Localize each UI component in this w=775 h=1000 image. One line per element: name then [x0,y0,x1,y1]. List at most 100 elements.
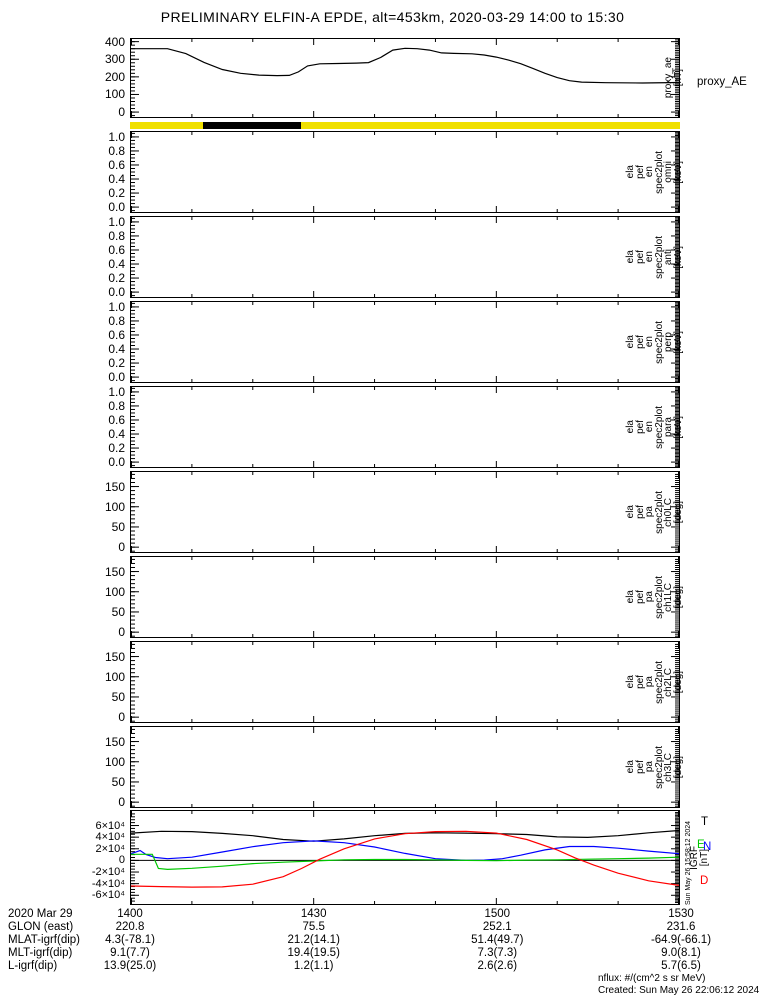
ylabel-line: [deg] [672,585,684,609]
y-tick-label: 0.2 [108,186,125,201]
panel-ylabel-en_perp: ela pef en spec2plot perp [keV] [625,301,684,383]
var-label-row-3: MLT-igrf(dip) [8,947,73,959]
y-tick-label: 0.4 [108,427,125,442]
y-tick-label: 0.8 [108,228,125,243]
panel-canvas-proxy_ae [131,39,679,117]
created-timestamp: Created: Sun May 26 22:06:12 2024 [598,985,760,996]
y-tick-label: 2×10⁴ [95,842,125,855]
series-N [131,840,679,862]
fast-bar-segment [203,122,302,129]
y-tick-label: 1.0 [108,214,125,229]
y-tick-label: 0.6 [108,412,125,427]
panel-canvas-pa_ch0lc [131,472,679,552]
panel-ylabel-en_omni: ela pef en spec2plot omni [keV] [625,131,684,213]
series-T [131,829,679,842]
y-tick-label: 100 [104,499,125,514]
var-value: 5.7(6.5) [661,960,701,972]
var-value: 19.4(19.5) [287,947,340,959]
panel-proxy_ae [130,38,680,118]
var-value: 7.3(7.3) [477,947,518,959]
var-value: 1500 [484,908,511,920]
panel-canvas-pa_ch2lc [131,642,679,722]
y-tick-label: 0.0 [108,455,125,470]
var-value: 2.6(2.6) [477,960,518,972]
series-D [131,830,679,888]
var-label-row-1: GLON (east) [8,921,74,933]
line-label-D: D [700,875,709,887]
y-tick-label: 150 [104,564,125,579]
ylabel-line: [nT] [672,69,684,87]
line-label-N: N [703,841,712,853]
panel-pa_ch2lc [130,641,680,723]
y-tick-label: 0.8 [108,313,125,328]
panel-en_anti [130,216,680,298]
y-tick-label: 200 [104,69,125,84]
series-proxy_AE [131,47,679,84]
var-value: -64.9(-66.1) [650,934,712,946]
var-value: 13.9(25.0) [103,960,157,972]
panel-canvas-en_omni [131,132,679,212]
y-tick-label: 0 [118,795,125,810]
panel-pa_ch3lc [130,726,680,808]
panel-en_omni [130,131,680,213]
y-tick-label: 0 [118,540,125,555]
panel-ylabel-pa_ch3lc: ela pef pa spec2plot ch3LC [deg] [625,726,684,808]
y-tick-label: 150 [104,649,125,664]
panel-canvas-en_anti [131,217,679,297]
var-value: 1530 [668,908,694,920]
ylabel-line: [keV] [672,160,684,184]
y-tick-label: 50 [111,774,125,789]
ylabel-line: [deg] [672,500,684,524]
series-E [131,853,679,871]
y-tick-label: 100 [104,754,125,769]
var-label-row-0: 2020 Mar 29 [8,908,73,920]
var-label-row-2: MLAT-igrf(dip) [8,934,80,946]
ylabel-line: [keV] [672,330,684,354]
y-tick-label: 400 [104,34,125,49]
y-tick-label: 1.0 [108,299,125,314]
var-value: 21.2(14.1) [287,934,340,946]
y-tick-label: 0 [118,854,125,867]
line-label-T: T [701,816,709,828]
panel-en_perp [130,301,680,383]
panel-canvas-igrf [131,811,679,904]
panel-igrf [130,810,680,905]
y-tick-label: 0.4 [108,172,125,187]
panel-ylabel-pa_ch1lc: ela pef pa spec2plot ch1LC [deg] [625,556,684,638]
panel-canvas-en_para [131,387,679,467]
var-value: 9.0(8.1) [661,947,701,959]
panel-en_para [130,386,680,468]
y-tick-label: -6×10⁴ [91,889,125,902]
y-tick-label: 100 [104,87,125,102]
var-value: 231.6 [666,921,696,933]
y-tick-label: 0 [118,105,125,120]
nflux-units-note: nflux: #/(cm^2 s sr MeV) [598,973,706,984]
page-title: PRELIMINARY ELFIN-A EPDE, alt=453km, 202… [160,9,625,25]
line-label-proxy_AE: proxy_AE [697,76,747,88]
y-tick-label: 0.4 [108,342,125,357]
fast-segments-bar [130,122,680,129]
y-tick-label: 0.2 [108,356,125,371]
y-tick-label: 0.6 [108,327,125,342]
y-tick-label: 0.8 [108,143,125,158]
var-value: 9.1(7.7) [110,947,150,959]
var-label-row-4: L-igrf(dip) [8,960,58,972]
y-tick-label: 1.0 [108,129,125,144]
y-tick-label: 50 [111,604,125,619]
y-tick-label: 0 [118,625,125,640]
y-tick-label: 300 [104,52,125,67]
y-tick-label: 6×10⁴ [95,819,125,832]
y-tick-label: 50 [111,519,125,534]
ylabel-line: [deg] [672,670,684,694]
var-value: 1430 [300,908,327,920]
panel-canvas-pa_ch3lc [131,727,679,807]
var-value: 1.2(1.1) [293,960,334,972]
y-tick-label: 0 [118,710,125,725]
y-tick-label: 100 [104,584,125,599]
y-tick-label: 0.8 [108,398,125,413]
ylabel-line: [deg] [672,755,684,779]
panel-pa_ch1lc [130,556,680,638]
y-tick-label: 0.2 [108,271,125,286]
y-tick-label: 0.0 [108,285,125,300]
